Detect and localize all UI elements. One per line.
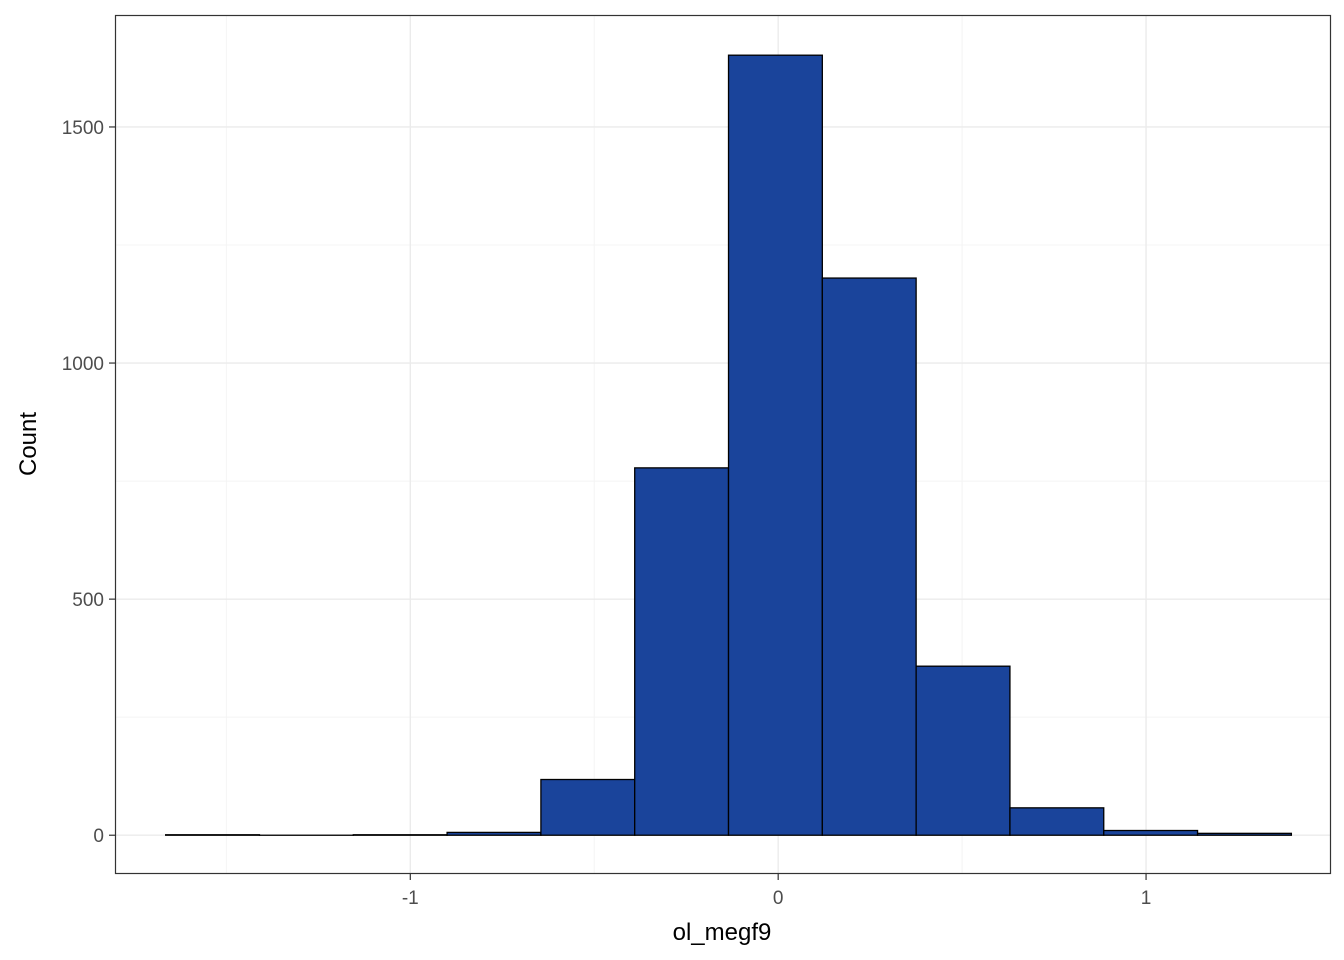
histogram-bar-8 (915, 665, 1011, 836)
histogram-bar-4 (540, 778, 636, 836)
histogram-bar-10 (1103, 829, 1199, 836)
y-axis-title: Count (15, 412, 42, 476)
bars-layer (165, 54, 1293, 836)
histogram-bar-6 (727, 54, 823, 836)
y-tick-label-2: 1000 (62, 354, 104, 375)
y-tick-label-0: 0 (93, 826, 104, 847)
histogram-bar-9 (1009, 807, 1105, 836)
y-tick-label-3: 1500 (62, 118, 104, 139)
histogram-bar-11 (1196, 832, 1293, 836)
x-axis-title: ol_megf9 (673, 919, 772, 946)
histogram-bar-5 (634, 467, 730, 836)
histogram-bar-3 (446, 831, 542, 836)
x-tick-label-2: 1 (1141, 888, 1152, 909)
x-axis: -1 0 1 (402, 873, 1151, 909)
y-tick-label-1: 500 (72, 590, 104, 611)
x-tick-label-0: -1 (402, 888, 419, 909)
x-tick-label-1: 0 (773, 888, 784, 909)
panel-border (114, 14, 1332, 875)
y-axis: 0 500 1000 1500 (62, 118, 116, 847)
histogram-bar-7 (821, 277, 917, 836)
